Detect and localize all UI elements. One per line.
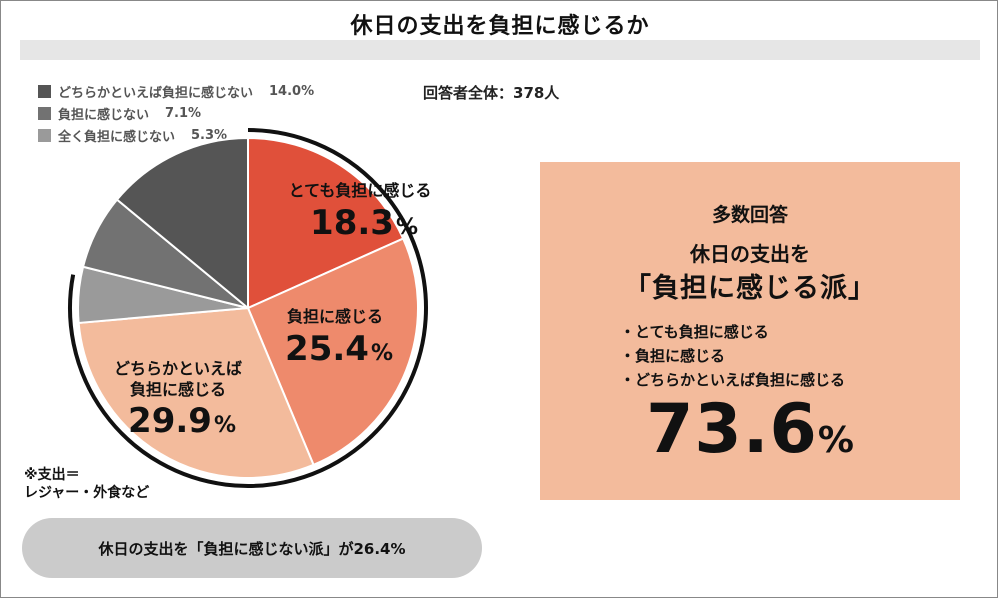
legend-label: 負担に感じない — [58, 107, 150, 123]
title-band — [20, 40, 980, 60]
legend-value: 7.1% — [165, 105, 202, 121]
majority-items: ・とても負担に感じる ・負担に感じる ・どちらかといえば負担に感じる — [620, 320, 845, 392]
legend-swatch — [38, 128, 51, 142]
majority-heading: 多数回答 — [711, 204, 788, 226]
footnote-line: レジャー・外食など — [24, 485, 150, 501]
legend-value: 14.0% — [269, 83, 315, 99]
pie-slice — [115, 136, 249, 311]
pie-slice — [77, 306, 315, 479]
footnote: ※支出＝ レジャー・外食など — [24, 466, 149, 502]
majority-item: ・負担に感じる — [620, 347, 726, 365]
slice-value-unit: % — [371, 341, 393, 366]
legend-item: 全く負担に感じない 5.3% — [38, 124, 314, 146]
legend-label: 全く負担に感じない — [58, 129, 176, 145]
slice-value: 29.9 — [128, 401, 212, 441]
slice-value: 25.4 — [285, 329, 369, 369]
legend: どちらかといえば負担に感じない 14.0% 負担に感じない 7.1% 全く負担に… — [38, 80, 314, 146]
chart-title: 休日の支出を負担に感じるか — [350, 14, 650, 39]
majority-total-value: 73.6 — [646, 390, 818, 469]
slice-value: 18.3 — [310, 203, 394, 243]
respondent-count: 回答者全体：378人 — [423, 84, 560, 102]
legend-swatch — [38, 84, 51, 98]
legend-item: 負担に感じない 7.1% — [38, 102, 314, 124]
majority-item: ・とても負担に感じる — [620, 323, 769, 341]
slice-value-unit: % — [396, 215, 418, 240]
pie-outline-arc — [68, 128, 428, 488]
majority-item: ・どちらかといえば負担に感じる — [620, 371, 846, 389]
slice-label: 負担に感じる — [130, 380, 226, 399]
majority-subtitle: 休日の支出を — [690, 242, 810, 266]
pie-slice — [247, 136, 405, 310]
majority-summary-box: 多数回答 休日の支出を 「負担に感じる派」 ・とても負担に感じる ・負担に感じる… — [540, 162, 960, 500]
legend-value: 5.3% — [191, 127, 228, 143]
majority-total: 73.6% — [540, 390, 960, 469]
minority-summary-pill: 休日の支出を「負担に感じない派」が26.4% — [22, 518, 482, 578]
majority-group-name: 「負担に感じる派」 — [624, 273, 876, 304]
slice-value-unit: % — [214, 413, 236, 438]
slice-label: 負担に感じる — [287, 307, 383, 326]
legend-label: どちらかといえば負担に感じない — [58, 85, 254, 101]
legend-swatch — [38, 106, 51, 120]
slice-label: とても負担に感じる — [289, 181, 432, 200]
majority-total-unit: % — [817, 420, 854, 461]
slice-label: どちらかといえば — [114, 359, 242, 378]
legend-item: どちらかといえば負担に感じない 14.0% — [38, 80, 314, 102]
footnote-line: ※支出＝ — [24, 467, 80, 483]
